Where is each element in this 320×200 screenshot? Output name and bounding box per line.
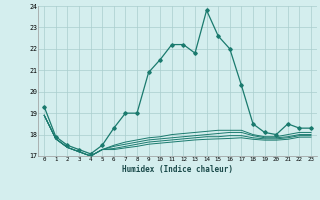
X-axis label: Humidex (Indice chaleur): Humidex (Indice chaleur) (122, 165, 233, 174)
